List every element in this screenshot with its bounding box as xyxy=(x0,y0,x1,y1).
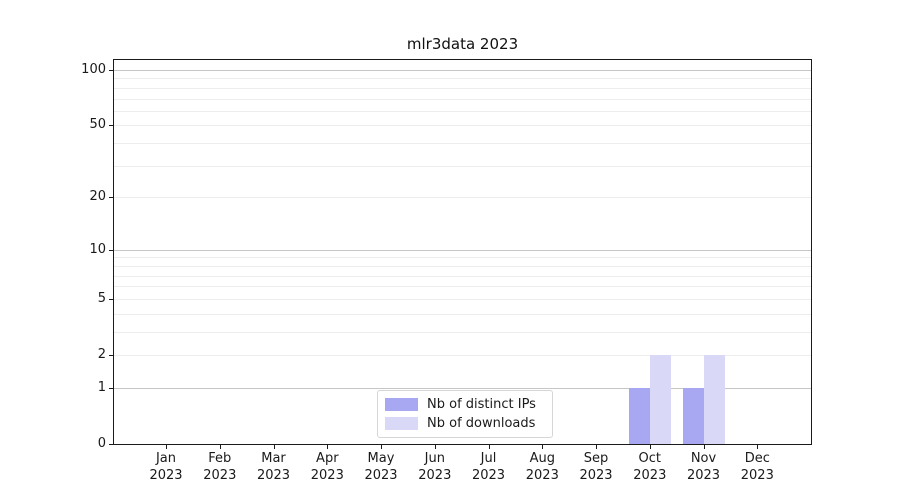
bar-downloads xyxy=(703,355,725,444)
y-tick-mark xyxy=(109,387,113,389)
x-tick-label: Oct 2023 xyxy=(633,451,667,483)
y-tick-mark xyxy=(109,298,113,300)
x-tick-label: Nov 2023 xyxy=(686,451,721,483)
x-tick-mark xyxy=(381,445,382,449)
y-tick-label: 0 xyxy=(97,436,106,451)
legend-item-distinct-ips: Nb of distinct IPs xyxy=(385,397,543,412)
y-gridline-minor xyxy=(114,298,811,300)
y-gridline-minor xyxy=(114,355,811,356)
x-tick-mark xyxy=(273,445,275,449)
y-tick-label: 20 xyxy=(89,189,106,205)
x-tick-mark xyxy=(327,445,329,449)
x-tick-label: Mar 2023 xyxy=(256,451,291,483)
x-tick-label: Jul 2023 xyxy=(471,451,506,483)
x-tick-mark xyxy=(757,445,759,449)
x-tick-mark xyxy=(166,445,167,449)
y-gridline-minor xyxy=(114,331,811,333)
y-gridline-minor xyxy=(114,143,811,145)
x-tick-mark xyxy=(649,445,651,449)
x-tick-label: May 2023 xyxy=(364,451,398,483)
x-tick-label: Feb 2023 xyxy=(203,451,237,483)
y-gridline-minor xyxy=(114,87,811,89)
y-gridline-minor xyxy=(114,98,811,100)
legend-item-downloads: Nb of downloads xyxy=(385,416,543,431)
y-gridline-minor xyxy=(114,125,811,127)
y-gridline-minor xyxy=(114,197,811,199)
y-gridline-minor xyxy=(114,286,811,288)
y-tick-label: 1 xyxy=(97,379,106,395)
x-tick-label: Apr 2023 xyxy=(310,451,344,483)
y-tick-mark xyxy=(109,444,113,445)
legend-swatch-downloads xyxy=(385,417,418,430)
bar-distinct-ips xyxy=(682,387,704,444)
x-tick-mark xyxy=(596,445,597,449)
legend-swatch-distinct-ips xyxy=(385,398,418,411)
x-tick-label: Jan 2023 xyxy=(149,451,183,483)
y-tick-mark xyxy=(109,70,113,71)
y-tick-mark xyxy=(109,249,113,251)
x-tick-mark xyxy=(219,445,221,449)
legend-label-downloads: Nb of downloads xyxy=(427,416,536,431)
x-tick-mark xyxy=(703,445,705,449)
legend: Nb of distinct IPs Nb of downloads xyxy=(377,390,553,438)
x-tick-label: Sep 2023 xyxy=(579,451,613,483)
y-gridline-minor xyxy=(114,165,811,167)
y-tick-label: 100 xyxy=(81,62,106,77)
y-tick-label: 2 xyxy=(97,347,106,362)
y-gridline-major xyxy=(114,249,811,251)
y-gridline-minor xyxy=(114,275,811,277)
x-tick-mark xyxy=(542,445,544,449)
y-tick-mark xyxy=(109,355,113,356)
y-tick-label: 50 xyxy=(89,117,106,133)
y-tick-mark xyxy=(109,125,113,127)
y-gridline-major xyxy=(114,387,811,389)
y-gridline-minor xyxy=(114,265,811,267)
y-tick-label: 10 xyxy=(89,241,106,257)
bar-downloads xyxy=(649,355,671,444)
y-gridline-minor xyxy=(114,257,811,259)
plot-area: Nb of distinct IPs Nb of downloads xyxy=(113,59,812,445)
x-tick-label: Dec 2023 xyxy=(740,451,774,483)
x-tick-mark xyxy=(488,445,490,449)
x-tick-label: Aug 2023 xyxy=(525,451,559,483)
y-gridline-minor xyxy=(114,313,811,315)
y-tick-label: 5 xyxy=(97,290,106,306)
y-gridline-minor xyxy=(114,110,811,112)
y-tick-mark xyxy=(109,197,113,199)
chart-title: mlr3data 2023 xyxy=(406,35,519,53)
x-tick-mark xyxy=(434,445,436,449)
legend-label-distinct-ips: Nb of distinct IPs xyxy=(427,397,536,412)
bar-distinct-ips xyxy=(628,387,650,444)
y-gridline-major xyxy=(114,70,811,71)
y-gridline-minor xyxy=(114,78,811,80)
x-tick-label: Jun 2023 xyxy=(418,451,452,483)
